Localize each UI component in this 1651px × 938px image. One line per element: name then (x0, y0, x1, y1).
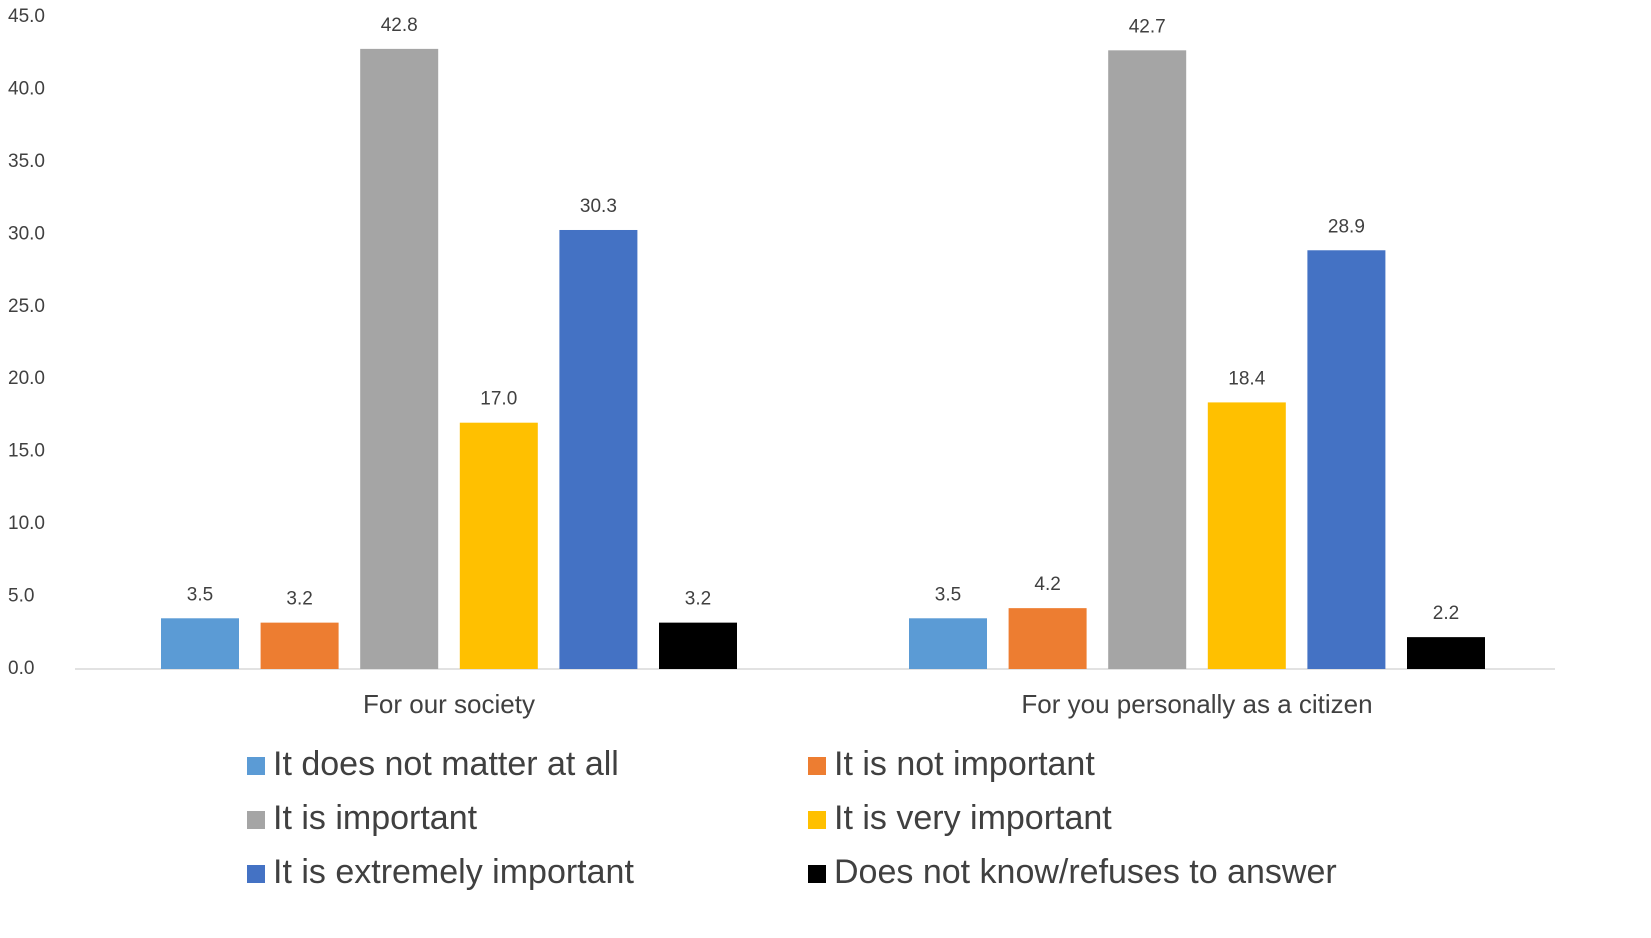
bar (260, 622, 339, 669)
bar (659, 622, 737, 669)
value-label: 28.9 (1328, 216, 1365, 237)
value-label: 3.5 (935, 584, 961, 605)
y-tick-label: 35.0 (8, 151, 45, 172)
value-label: 4.2 (1034, 574, 1060, 595)
legend-swatch (247, 757, 265, 775)
y-tick-label: 5.0 (8, 586, 34, 607)
legend-label: It is very important (834, 799, 1112, 837)
y-tick-label: 40.0 (8, 78, 45, 99)
bar (459, 422, 538, 669)
bar (1008, 608, 1087, 669)
value-label: 42.8 (381, 15, 418, 36)
legend-label: It is extremely important (273, 853, 634, 891)
bar (161, 618, 239, 669)
bar (1407, 637, 1485, 669)
legend-swatch (808, 865, 826, 883)
x-tick-label: For our society (363, 689, 535, 719)
legend-swatch (247, 811, 265, 829)
y-tick-label: 20.0 (8, 368, 45, 389)
value-label: 18.4 (1228, 368, 1265, 389)
bar (559, 229, 638, 669)
legend-swatch (808, 811, 826, 829)
legend-label: It is important (273, 799, 478, 837)
legend-label: It does not matter at all (273, 745, 619, 783)
legend-swatch (247, 865, 265, 883)
x-tick-label: For you personally as a citizen (1021, 689, 1372, 719)
legend-label: Does not know/refuses to answer (834, 853, 1337, 891)
legend-swatch (808, 757, 826, 775)
y-tick-label: 0.0 (8, 658, 34, 679)
y-tick-label: 45.0 (8, 6, 45, 27)
bar (1307, 250, 1386, 669)
y-tick-label: 25.0 (8, 296, 45, 317)
value-label: 3.2 (685, 589, 711, 610)
y-tick-label: 30.0 (8, 223, 45, 244)
legend-label: It is not important (834, 745, 1095, 783)
value-label: 42.7 (1129, 16, 1166, 37)
value-label: 17.0 (480, 389, 517, 410)
bar (1207, 402, 1286, 669)
bar (909, 618, 987, 669)
value-label: 3.2 (286, 589, 312, 610)
value-label: 2.2 (1433, 603, 1459, 624)
value-label: 3.5 (187, 584, 213, 605)
value-label: 30.3 (580, 196, 617, 217)
bar (360, 48, 439, 670)
y-tick-label: 15.0 (8, 441, 45, 462)
y-tick-label: 10.0 (8, 513, 45, 534)
bar (1108, 50, 1187, 669)
